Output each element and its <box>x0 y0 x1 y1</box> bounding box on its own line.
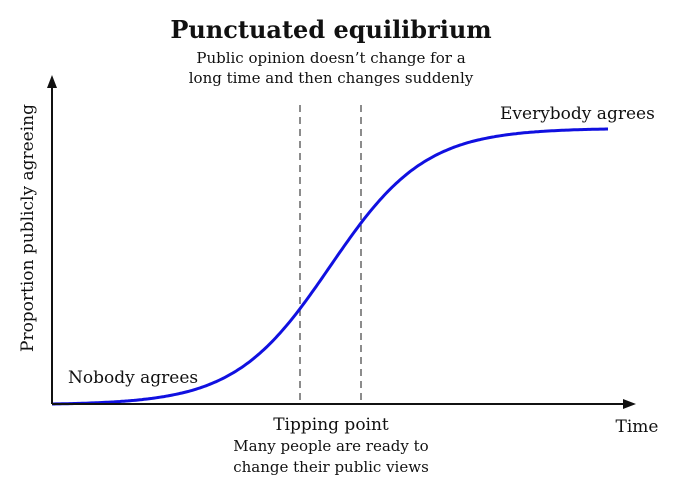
tipping-point-label: Tipping point <box>273 415 389 435</box>
tipping-point-note-line-2: change their public views <box>233 458 429 476</box>
opinion-s-curve <box>52 127 608 406</box>
x-axis-arrowhead <box>623 399 636 409</box>
diagram-subtitle-line-2: long time and then changes suddenly <box>189 69 474 87</box>
nobody-agrees-label: Nobody agrees <box>68 368 198 388</box>
axes <box>47 75 636 409</box>
tipping-point-note-line-1: Many people are ready to <box>233 437 428 455</box>
y-axis-label: Proportion publicly agreeing <box>18 104 38 352</box>
everybody-agrees-label: Everybody agrees <box>500 104 655 124</box>
x-axis-label: Time <box>616 417 659 437</box>
diagram-subtitle-line-1: Public opinion doesn’t change for a <box>196 49 465 67</box>
y-axis-arrowhead <box>47 75 57 88</box>
diagram-title: Punctuated equilibrium <box>170 15 491 44</box>
